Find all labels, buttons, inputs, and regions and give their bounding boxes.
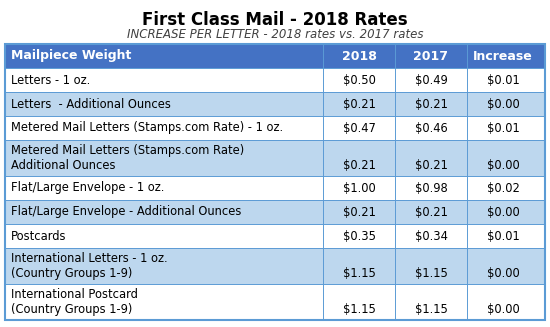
Text: $0.00: $0.00 — [487, 267, 519, 281]
Bar — [5, 92, 545, 116]
Text: Letters - 1 oz.: Letters - 1 oz. — [11, 74, 90, 87]
Text: 2018: 2018 — [342, 49, 376, 62]
Text: $0.00: $0.00 — [487, 205, 519, 218]
Text: Postcards: Postcards — [11, 230, 67, 243]
Text: $0.21: $0.21 — [415, 205, 448, 218]
Bar — [5, 44, 545, 68]
Bar — [5, 284, 545, 320]
Bar — [5, 116, 545, 140]
Text: Metered Mail Letters (Stamps.com Rate): Metered Mail Letters (Stamps.com Rate) — [11, 144, 244, 157]
Bar — [5, 68, 545, 92]
Text: $1.15: $1.15 — [343, 267, 376, 281]
Bar — [5, 44, 545, 320]
Bar — [5, 200, 545, 224]
Bar — [5, 248, 545, 284]
Text: INCREASE PER LETTER - 2018 rates vs. 2017 rates: INCREASE PER LETTER - 2018 rates vs. 201… — [126, 28, 424, 41]
Text: $0.00: $0.00 — [487, 160, 519, 172]
Text: $1.00: $1.00 — [343, 181, 375, 195]
Bar — [5, 140, 545, 176]
Text: Flat/Large Envelope - Additional Ounces: Flat/Large Envelope - Additional Ounces — [11, 205, 241, 218]
Text: 2017: 2017 — [414, 49, 448, 62]
Text: $1.15: $1.15 — [415, 303, 448, 317]
Text: First Class Mail - 2018 Rates: First Class Mail - 2018 Rates — [142, 11, 408, 29]
Text: $0.98: $0.98 — [415, 181, 447, 195]
Text: $0.21: $0.21 — [343, 160, 376, 172]
Bar — [5, 176, 545, 200]
Text: Increase: Increase — [473, 49, 533, 62]
Text: $0.02: $0.02 — [487, 181, 519, 195]
Text: International Letters - 1 oz.: International Letters - 1 oz. — [11, 252, 168, 265]
Text: $0.21: $0.21 — [415, 160, 448, 172]
Text: $0.49: $0.49 — [415, 74, 447, 87]
Text: Additional Ounces: Additional Ounces — [11, 160, 116, 172]
Text: $0.46: $0.46 — [415, 122, 447, 134]
Text: $0.01: $0.01 — [487, 122, 519, 134]
Text: (Country Groups 1-9): (Country Groups 1-9) — [11, 303, 133, 317]
Text: $0.01: $0.01 — [487, 230, 519, 243]
Text: (Country Groups 1-9): (Country Groups 1-9) — [11, 267, 133, 281]
Text: $0.47: $0.47 — [343, 122, 376, 134]
Text: $0.50: $0.50 — [343, 74, 376, 87]
Text: $0.00: $0.00 — [487, 97, 519, 111]
Bar — [5, 224, 545, 248]
Text: $0.01: $0.01 — [487, 74, 519, 87]
Text: $1.15: $1.15 — [415, 267, 448, 281]
Text: Flat/Large Envelope - 1 oz.: Flat/Large Envelope - 1 oz. — [11, 181, 164, 195]
Text: $0.21: $0.21 — [343, 205, 376, 218]
Text: $0.00: $0.00 — [487, 303, 519, 317]
Text: Metered Mail Letters (Stamps.com Rate) - 1 oz.: Metered Mail Letters (Stamps.com Rate) -… — [11, 122, 283, 134]
Text: International Postcard: International Postcard — [11, 288, 138, 301]
Text: $1.15: $1.15 — [343, 303, 376, 317]
Text: Mailpiece Weight: Mailpiece Weight — [11, 49, 131, 62]
Text: $0.21: $0.21 — [415, 97, 448, 111]
Text: Letters  - Additional Ounces: Letters - Additional Ounces — [11, 97, 171, 111]
Text: $0.35: $0.35 — [343, 230, 376, 243]
Text: $0.34: $0.34 — [415, 230, 448, 243]
Text: $0.21: $0.21 — [343, 97, 376, 111]
